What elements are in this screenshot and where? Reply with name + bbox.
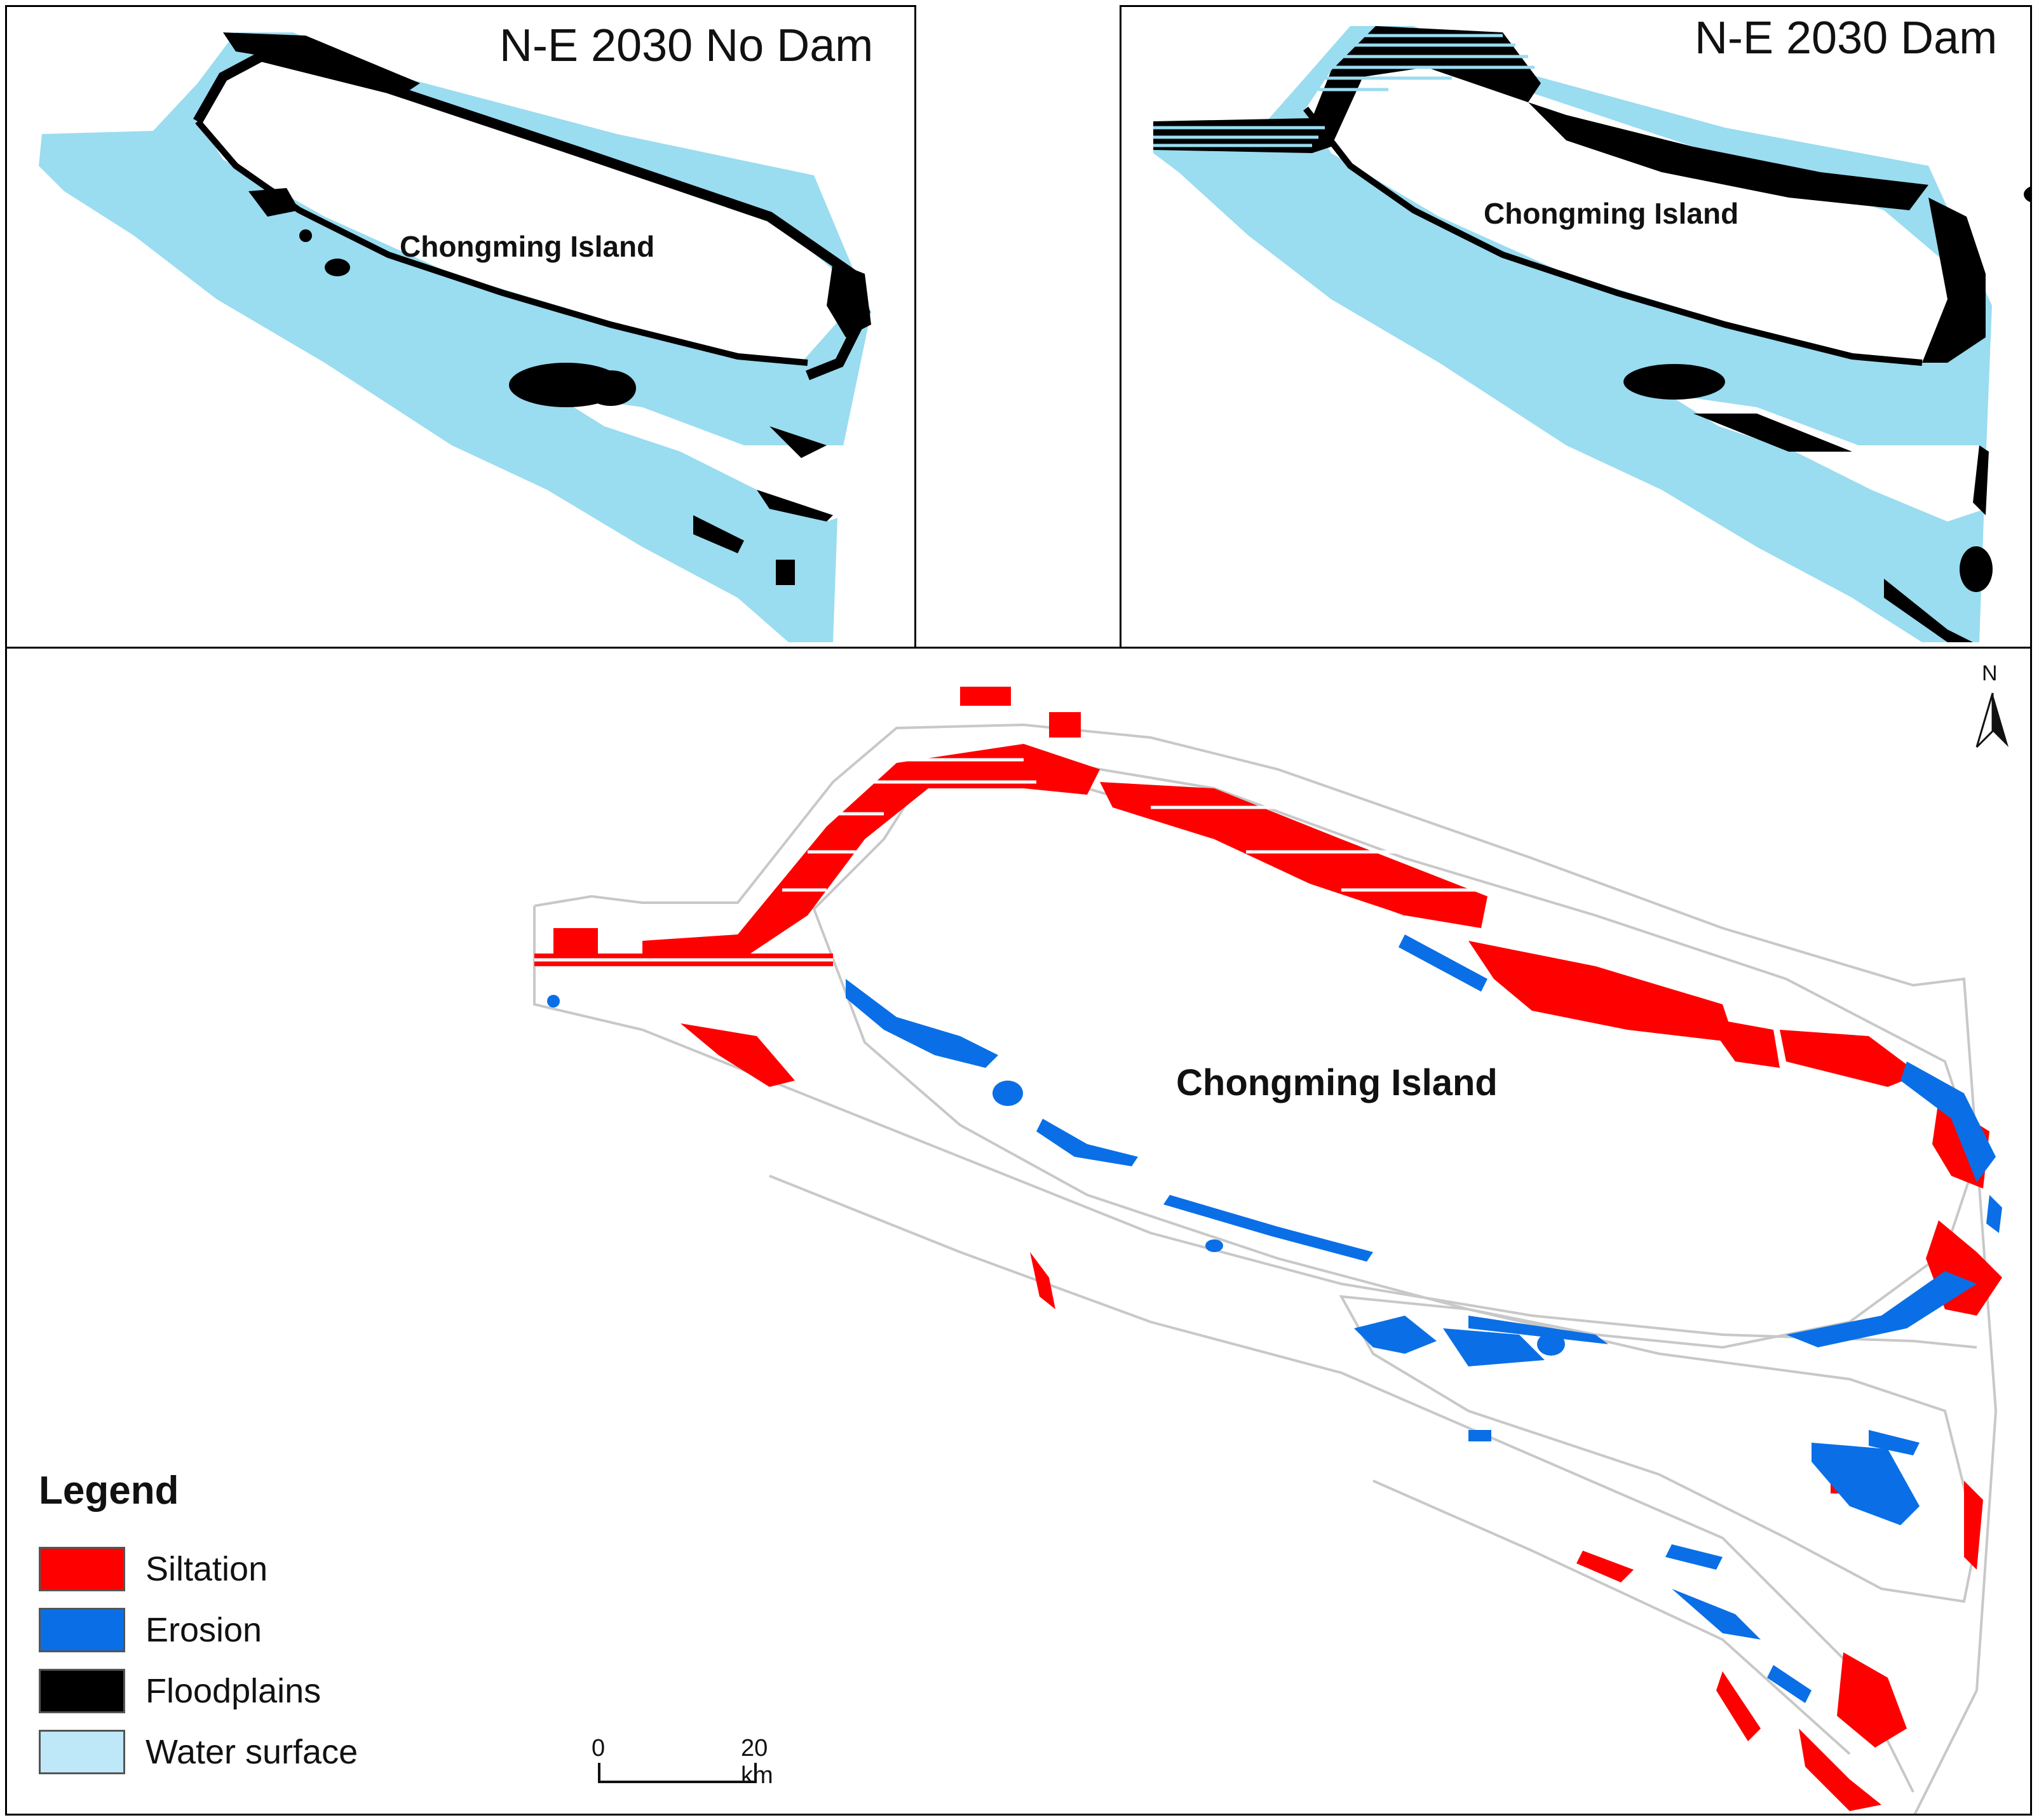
scale-end-right — [754, 1763, 757, 1783]
north-arrow-icon — [1975, 692, 2009, 748]
map-title-no-dam: N-E 2030 No Dam — [499, 20, 874, 71]
legend-item-floodplains: Floodplains — [39, 1661, 358, 1722]
outline-features — [533, 723, 1998, 1814]
legend-label-erosion: Erosion — [146, 1611, 262, 1649]
floodplain-areas — [193, 32, 871, 585]
map-title-dam: N-E 2030 Dam — [1695, 13, 1998, 64]
island-label-dam: Chongming Island — [1484, 197, 1739, 230]
legend: Legend Siltation Erosion Floodplains Wat… — [39, 1468, 358, 1783]
legend-title: Legend — [39, 1469, 179, 1513]
scale-end-left — [598, 1763, 600, 1783]
scale-start-label: 0 — [592, 1735, 606, 1762]
dam-hatching — [1153, 34, 1534, 147]
map-no-dam-canvas — [39, 32, 871, 642]
map-panel-dam: N-E 2030 Dam Chongming Island — [1120, 5, 2032, 649]
north-arrow: N — [1970, 661, 2015, 750]
map-panel-no-dam: N-E 2030 No Dam Chongming Island — [5, 5, 916, 649]
siltation-hatching — [534, 758, 1487, 962]
island-label-no-dam: Chongming Island — [400, 230, 655, 263]
scale-end-label: 20 km — [741, 1735, 773, 1789]
legend-item-siltation: Siltation — [39, 1539, 358, 1600]
legend-item-erosion: Erosion — [39, 1600, 358, 1661]
north-label: N — [1982, 661, 1998, 685]
map-panel-difference: Chongming Island N Legend Siltation Eros… — [5, 647, 2032, 1816]
legend-label-floodplains: Floodplains — [146, 1672, 322, 1710]
siltation-areas — [534, 687, 2002, 1811]
legend-item-water-surface: Water surface — [39, 1722, 358, 1783]
scale-bar: 0 20 km — [579, 1735, 776, 1805]
map-dam-canvas — [1153, 26, 2030, 642]
scale-line — [598, 1781, 757, 1783]
legend-label-siltation: Siltation — [146, 1550, 268, 1588]
island-label-main: Chongming Island — [1176, 1062, 1498, 1103]
legend-swatch-floodplains — [39, 1669, 125, 1713]
water-surface-area — [39, 32, 871, 642]
erosion-areas — [547, 934, 2002, 1703]
legend-swatch-erosion — [39, 1608, 125, 1652]
legend-swatch-water-surface — [39, 1730, 125, 1774]
floodplain-areas — [1153, 26, 2030, 642]
legend-swatch-siltation — [39, 1547, 125, 1591]
difference-map-canvas — [533, 687, 2002, 1814]
legend-label-water-surface: Water surface — [146, 1733, 358, 1771]
